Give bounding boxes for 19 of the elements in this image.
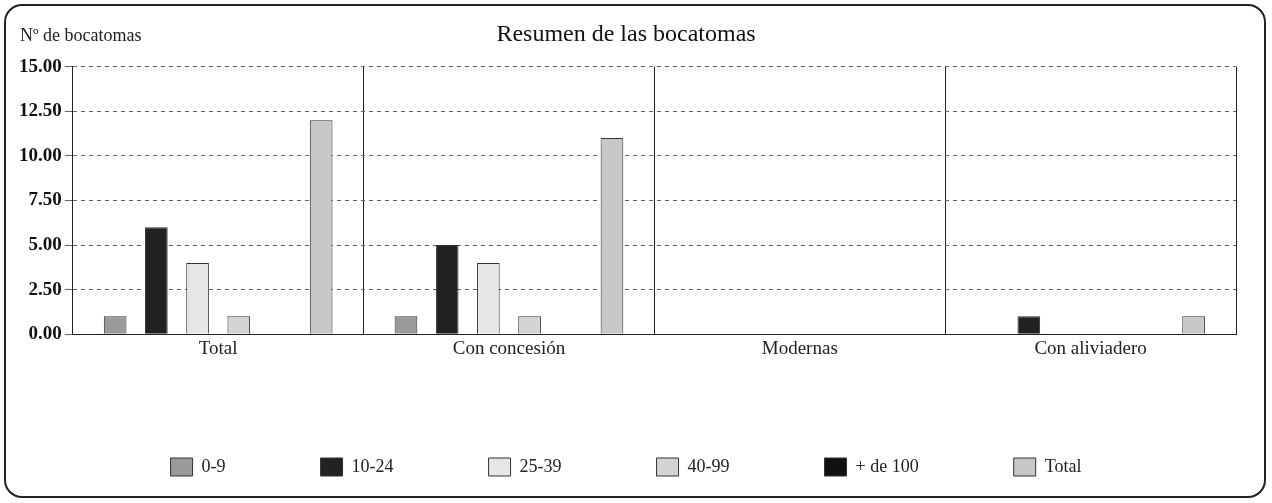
- legend-label: 10-24: [351, 455, 394, 476]
- x-tick-label: Con concesión: [452, 336, 566, 358]
- y-tick-label: 0.00: [28, 322, 62, 344]
- legend-label: 0-9: [201, 455, 226, 476]
- x-tick-label: Modernas: [761, 336, 838, 358]
- y-tick-label: 2.50: [28, 277, 62, 299]
- y-axis-title: Nº de bocatomas: [20, 24, 142, 45]
- legend-label: 40-99: [687, 455, 730, 476]
- legend-label: 25-39: [519, 455, 562, 476]
- y-tick-label: 7.50: [28, 188, 62, 210]
- x-tick-label: Con aliviadero: [1034, 336, 1147, 358]
- y-tick-label: 12.50: [19, 99, 62, 121]
- y-tick-label: 15.00: [19, 54, 62, 76]
- y-tick-label: 5.00: [28, 232, 62, 254]
- chart-title: Resumen de las bocatomas: [496, 19, 756, 46]
- legend-label: Total: [1044, 455, 1082, 476]
- x-tick-label: Total: [198, 336, 238, 358]
- y-tick-label: 10.00: [19, 143, 62, 165]
- legend-label: + de 100: [855, 455, 919, 476]
